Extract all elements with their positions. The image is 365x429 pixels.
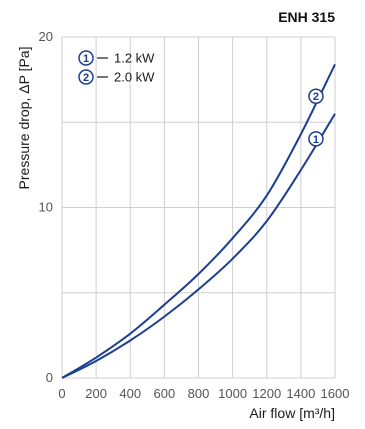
- y-tick-label: 20: [39, 29, 53, 44]
- y-tick-label: 0: [46, 370, 53, 385]
- legend-label: 2.0 kW: [114, 70, 155, 85]
- x-tick-label: 1600: [321, 386, 350, 401]
- grid: [62, 37, 335, 378]
- x-tick-label: 1000: [218, 386, 247, 401]
- x-axis-label: Air flow [m³/h]: [249, 405, 335, 421]
- x-tick-label: 800: [188, 386, 210, 401]
- x-tick-label: 1200: [252, 386, 281, 401]
- series-marker-2: 2: [309, 89, 323, 103]
- x-tick-label: 0: [58, 386, 65, 401]
- x-tick-label: 600: [154, 386, 176, 401]
- y-tick-label: 10: [39, 200, 53, 215]
- svg-text:2: 2: [83, 72, 89, 84]
- legend-item-2: 2 2.0 kW: [79, 70, 155, 85]
- x-tick-labels: 0 200 400 600 800 1000 1200 1400 1600: [58, 386, 349, 401]
- legend: 1 1.2 kW 2 2.0 kW: [79, 51, 155, 85]
- svg-text:1: 1: [83, 53, 89, 65]
- legend-label: 1.2 kW: [114, 51, 155, 66]
- x-tick-label: 400: [119, 386, 141, 401]
- y-axis-label: Pressure drop, ΔP [Pa]: [16, 47, 32, 190]
- series-marker-1: 1: [309, 132, 323, 146]
- series-markers: 12: [309, 89, 323, 146]
- chart-title: ENH 315: [278, 9, 335, 25]
- x-tick-label: 200: [85, 386, 107, 401]
- x-tick-label: 1400: [286, 386, 315, 401]
- svg-text:2: 2: [313, 91, 319, 103]
- y-tick-labels: 0 10 20: [39, 29, 53, 385]
- svg-text:1: 1: [313, 134, 319, 146]
- legend-item-1: 1 1.2 kW: [79, 51, 155, 66]
